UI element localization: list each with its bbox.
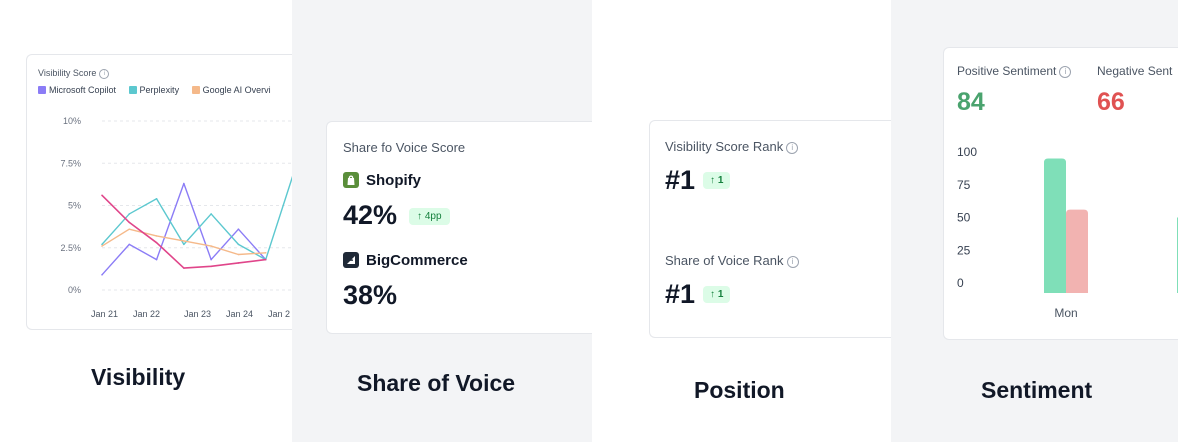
sentiment-card: Positive Sentiment i Negative Sent 84 66 …: [943, 47, 1178, 340]
data-point: [128, 243, 131, 246]
data-point: [101, 243, 103, 246]
y-tick-label: 2.5%: [60, 243, 81, 253]
data-point: [183, 240, 185, 242]
share-of-voice-card: Share fo Voice Score Shopify 42% ↑ 4pp Bi…: [326, 121, 601, 334]
data-point: [128, 213, 131, 215]
series-line-0: [101, 182, 267, 276]
x-tick-label: Jan 23: [184, 309, 211, 319]
info-icon[interactable]: i: [99, 68, 110, 79]
visibility-chart-card: Visibility Score i Microsoft Copilot Perp…: [26, 54, 292, 330]
shopify-share-value: 42% ↑ 4pp: [343, 200, 450, 231]
legend-swatch: [38, 86, 46, 94]
rank-value-text: #1: [665, 279, 696, 309]
share-of-voice-caption: Share of Voice: [357, 370, 516, 396]
rank-label-text: Visibility Score Rank: [665, 139, 784, 154]
y-tick-label: 0: [957, 276, 964, 290]
legend-label: Microsoft Copilot: [49, 85, 117, 95]
data-point: [155, 197, 158, 200]
data-point: [128, 221, 131, 224]
legend-label: Perplexity: [139, 85, 180, 95]
x-tick-label: Jan 22: [133, 309, 160, 319]
sov-rank-value: #1 ↑ 1: [665, 279, 731, 310]
data-point: [237, 253, 240, 256]
legend-item-copilot[interactable]: Microsoft Copilot: [38, 85, 116, 95]
x-tick-label: Jan 24: [226, 309, 253, 319]
data-point: [210, 258, 212, 261]
data-point: [155, 235, 158, 237]
share-value: 42%: [343, 200, 398, 230]
positive-label-text: Positive Sentiment: [957, 64, 1057, 78]
rank-value-text: #1: [665, 165, 696, 195]
delta-badge: ↑ 4pp: [409, 208, 450, 225]
y-tick-label: 25: [957, 243, 971, 257]
data-point: [183, 267, 185, 269]
bigcommerce-share-value: 38%: [343, 280, 398, 310]
legend-swatch: [191, 86, 200, 94]
data-point: [210, 265, 212, 268]
data-point: [210, 245, 212, 247]
data-point: [264, 252, 267, 254]
negative-sentiment-label: Negative Sent: [1097, 64, 1173, 78]
data-point: [128, 228, 131, 230]
data-point: [101, 245, 103, 247]
bar-positive[interactable]: [1044, 158, 1066, 293]
data-point: [183, 243, 185, 246]
legend-item-google-ai[interactable]: Google AI Overvi: [191, 85, 271, 95]
y-tick-label: 0%: [68, 285, 81, 295]
visibility-rank-value: #1 ↑ 1: [665, 165, 731, 196]
position-caption: Position: [694, 377, 785, 403]
info-icon[interactable]: i: [786, 255, 799, 268]
data-point: [237, 228, 240, 230]
legend-label: Google AI Overvi: [202, 85, 271, 95]
x-tick-label: Mon: [1054, 306, 1077, 320]
negative-sentiment-value: 66: [1097, 88, 1125, 116]
legend-swatch: [128, 86, 137, 94]
shopify-logo-icon: [343, 172, 359, 188]
sov-rank-label: Share of Voice Rank i: [665, 253, 799, 268]
positive-sentiment-label: Positive Sentiment i: [957, 64, 1072, 78]
y-tick-label: 75: [957, 178, 971, 192]
info-icon[interactable]: i: [786, 141, 799, 154]
rank-change-badge: ↑ 1: [703, 286, 731, 303]
chart-legend: Microsoft Copilot Perplexity Google AI O…: [38, 85, 281, 95]
y-tick-label: 5%: [68, 201, 81, 211]
data-point: [101, 273, 103, 276]
rank-change-badge: ↑ 1: [703, 172, 731, 189]
sov-card-title: Share fo Voice Score: [343, 140, 466, 155]
visibility-title-text: Visibility Score: [38, 68, 97, 78]
visibility-card-title: Visibility Score i: [38, 68, 110, 79]
brand-row-bigcommerce: BigCommerce: [343, 252, 468, 269]
rank-label-text: Share of Voice Rank: [665, 253, 784, 268]
legend-item-perplexity[interactable]: Perplexity: [128, 85, 180, 95]
bigcommerce-logo-icon: [343, 252, 359, 268]
y-tick-label: 7.5%: [60, 158, 81, 168]
data-point: [183, 182, 185, 185]
y-tick-label: 100: [957, 145, 977, 159]
data-point: [155, 241, 158, 244]
position-card: Visibility Score Rank i #1 ↑ 1 Share of Vo…: [649, 120, 899, 338]
brand-row-shopify: Shopify: [343, 172, 421, 189]
brand-name: Shopify: [366, 172, 421, 189]
data-point: [237, 243, 240, 246]
visibility-caption: Visibility: [91, 364, 186, 390]
data-point: [155, 258, 158, 261]
sentiment-bar-chart: 100 75 50 25 0 Mon: [957, 145, 1178, 320]
y-tick-label: 50: [957, 211, 971, 225]
x-tick-label: Jan 21: [91, 309, 118, 319]
info-icon[interactable]: i: [1059, 65, 1072, 78]
y-tick-label: 10%: [63, 116, 81, 126]
visibility-rank-label: Visibility Score Rank i: [665, 139, 799, 154]
sentiment-caption: Sentiment: [981, 377, 1093, 403]
data-point: [237, 262, 240, 264]
bar-negative[interactable]: [1066, 209, 1088, 293]
visibility-line-chart: 10% 7.5% 5% 2.5% 0% Jan 21 Jan 22 Jan 23 Jan 24 J…: [60, 116, 292, 319]
positive-sentiment-value: 84: [957, 88, 985, 116]
brand-name: BigCommerce: [366, 252, 468, 269]
data-point: [101, 194, 103, 197]
series-line-1: [101, 175, 292, 261]
x-tick-label: Jan 2: [268, 309, 290, 319]
data-point: [210, 213, 212, 215]
visibility-panel: Visibility Score i Microsoft Copilot Perp…: [0, 0, 292, 442]
data-point: [264, 258, 267, 261]
